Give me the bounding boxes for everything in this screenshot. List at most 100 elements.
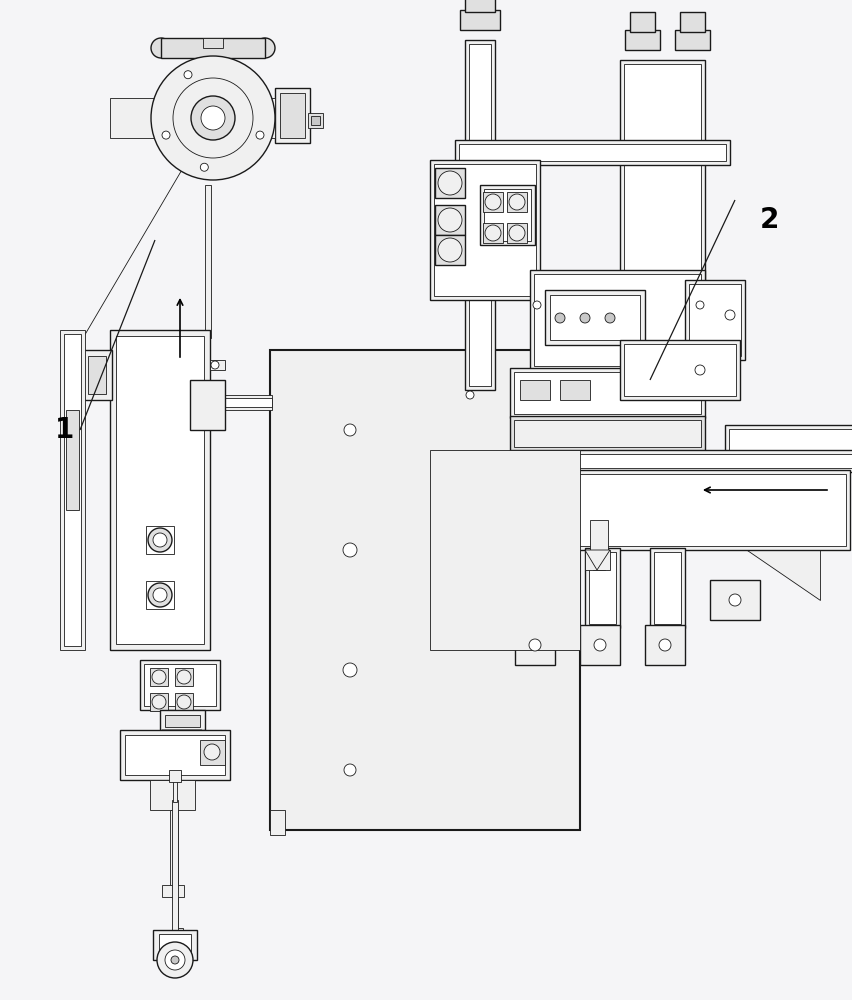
Bar xyxy=(460,10,500,30)
Circle shape xyxy=(485,194,501,210)
Bar xyxy=(729,429,852,451)
Bar xyxy=(645,625,685,665)
Bar xyxy=(210,360,225,370)
Bar xyxy=(140,660,220,710)
Bar xyxy=(125,735,225,775)
Circle shape xyxy=(184,71,192,79)
Circle shape xyxy=(201,106,225,130)
Bar xyxy=(593,550,605,570)
Circle shape xyxy=(152,670,166,684)
Bar xyxy=(144,664,216,706)
Bar xyxy=(650,548,685,628)
Bar xyxy=(624,344,736,396)
Bar xyxy=(190,395,272,410)
Bar xyxy=(680,12,705,32)
Bar xyxy=(435,235,465,265)
Bar xyxy=(169,770,181,782)
Circle shape xyxy=(153,533,167,547)
Bar xyxy=(510,450,852,472)
Bar xyxy=(110,330,210,650)
Bar xyxy=(520,548,555,628)
Circle shape xyxy=(157,942,193,978)
Circle shape xyxy=(204,744,220,760)
Bar xyxy=(170,810,178,890)
Bar xyxy=(173,928,183,934)
Bar xyxy=(507,223,527,243)
Bar xyxy=(514,372,701,414)
Bar xyxy=(159,934,191,956)
Bar xyxy=(64,334,81,646)
Bar xyxy=(514,420,701,447)
Bar xyxy=(510,495,528,550)
Bar xyxy=(507,192,527,212)
Circle shape xyxy=(438,171,462,195)
Bar xyxy=(483,192,503,212)
Circle shape xyxy=(555,313,565,323)
Circle shape xyxy=(165,950,185,970)
Bar xyxy=(459,144,726,161)
Bar xyxy=(520,380,550,400)
Bar xyxy=(190,380,225,430)
Circle shape xyxy=(529,639,541,651)
Bar xyxy=(620,60,705,320)
Bar xyxy=(116,336,204,644)
Bar xyxy=(171,710,179,750)
Bar xyxy=(270,810,285,835)
Circle shape xyxy=(153,588,167,602)
Bar xyxy=(120,730,230,780)
Bar xyxy=(480,185,535,245)
Bar xyxy=(625,30,660,50)
Bar xyxy=(275,88,310,143)
Bar xyxy=(161,38,265,58)
Bar xyxy=(308,113,323,128)
Bar xyxy=(560,380,590,400)
Text: 2: 2 xyxy=(760,206,780,234)
Polygon shape xyxy=(162,730,202,750)
Bar xyxy=(66,410,79,510)
Bar xyxy=(175,693,193,711)
Bar xyxy=(524,552,551,624)
Bar xyxy=(280,93,305,138)
Bar xyxy=(689,284,741,356)
Circle shape xyxy=(438,238,462,262)
Bar xyxy=(590,520,608,552)
Bar xyxy=(510,470,850,550)
Ellipse shape xyxy=(255,38,275,58)
Circle shape xyxy=(485,225,501,241)
Bar xyxy=(311,116,320,125)
Circle shape xyxy=(594,639,606,651)
Bar xyxy=(483,223,503,243)
Circle shape xyxy=(466,391,474,399)
Bar xyxy=(710,580,760,620)
Bar xyxy=(515,625,555,665)
Bar xyxy=(430,450,580,650)
Bar xyxy=(534,274,701,366)
Circle shape xyxy=(533,301,541,309)
Bar xyxy=(172,800,178,930)
Bar xyxy=(585,548,620,628)
Bar xyxy=(82,350,112,400)
Circle shape xyxy=(173,78,253,158)
Bar xyxy=(685,280,745,360)
Bar xyxy=(150,668,168,686)
Bar xyxy=(530,270,705,370)
Circle shape xyxy=(438,208,462,232)
Bar xyxy=(203,38,223,48)
Circle shape xyxy=(256,131,264,139)
Bar xyxy=(150,780,195,810)
Circle shape xyxy=(177,670,191,684)
Bar xyxy=(725,425,852,455)
Circle shape xyxy=(191,96,235,140)
Circle shape xyxy=(509,225,525,241)
Ellipse shape xyxy=(151,38,171,58)
Bar xyxy=(146,581,174,609)
Circle shape xyxy=(605,313,615,323)
Bar xyxy=(165,715,200,727)
Circle shape xyxy=(725,310,735,320)
Bar xyxy=(190,398,272,407)
Bar xyxy=(585,550,610,570)
Circle shape xyxy=(344,764,356,776)
Bar xyxy=(88,356,106,394)
Circle shape xyxy=(148,528,172,552)
Text: 1: 1 xyxy=(55,416,74,444)
